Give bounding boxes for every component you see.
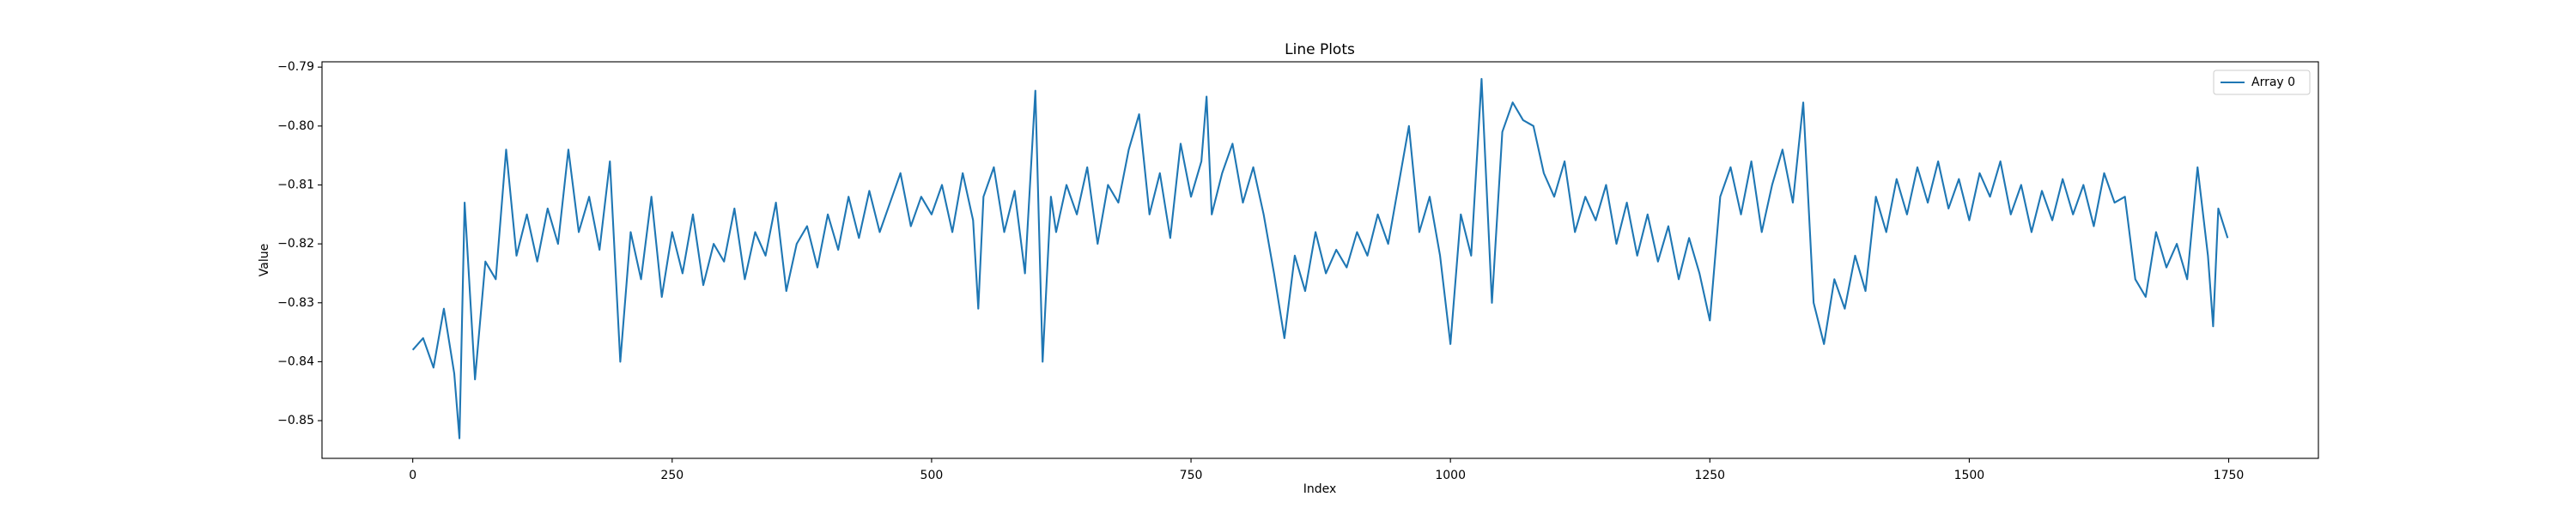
y-tick-label: −0.82 bbox=[277, 237, 314, 251]
y-axis-label: Value bbox=[258, 244, 271, 276]
chart-title: Line Plots bbox=[1285, 41, 1355, 58]
y-tick-label: −0.83 bbox=[277, 296, 314, 310]
y-tick-label: −0.84 bbox=[277, 354, 314, 368]
x-tick-label: 500 bbox=[920, 469, 944, 482]
x-tick-label: 1250 bbox=[1694, 469, 1725, 482]
plot-frame bbox=[321, 61, 2319, 459]
y-tick-label: −0.80 bbox=[277, 119, 314, 133]
legend-box bbox=[2213, 70, 2311, 95]
x-tick-label: 1500 bbox=[1954, 469, 1985, 482]
x-tick-label: 750 bbox=[1180, 469, 1203, 482]
x-tick-label: 1750 bbox=[2214, 469, 2245, 482]
y-tick-label: −0.81 bbox=[277, 178, 314, 191]
y-tick-label: −0.85 bbox=[277, 414, 314, 427]
data-line bbox=[411, 77, 2229, 439]
x-tick-label: 1000 bbox=[1435, 469, 1466, 482]
x-tick-label: 250 bbox=[660, 469, 683, 482]
y-tick-label: −0.79 bbox=[277, 60, 314, 74]
legend-label: Array 0 bbox=[2251, 76, 2295, 89]
x-tick-label: 0 bbox=[409, 469, 416, 482]
x-axis-label: Index bbox=[1303, 482, 1337, 496]
